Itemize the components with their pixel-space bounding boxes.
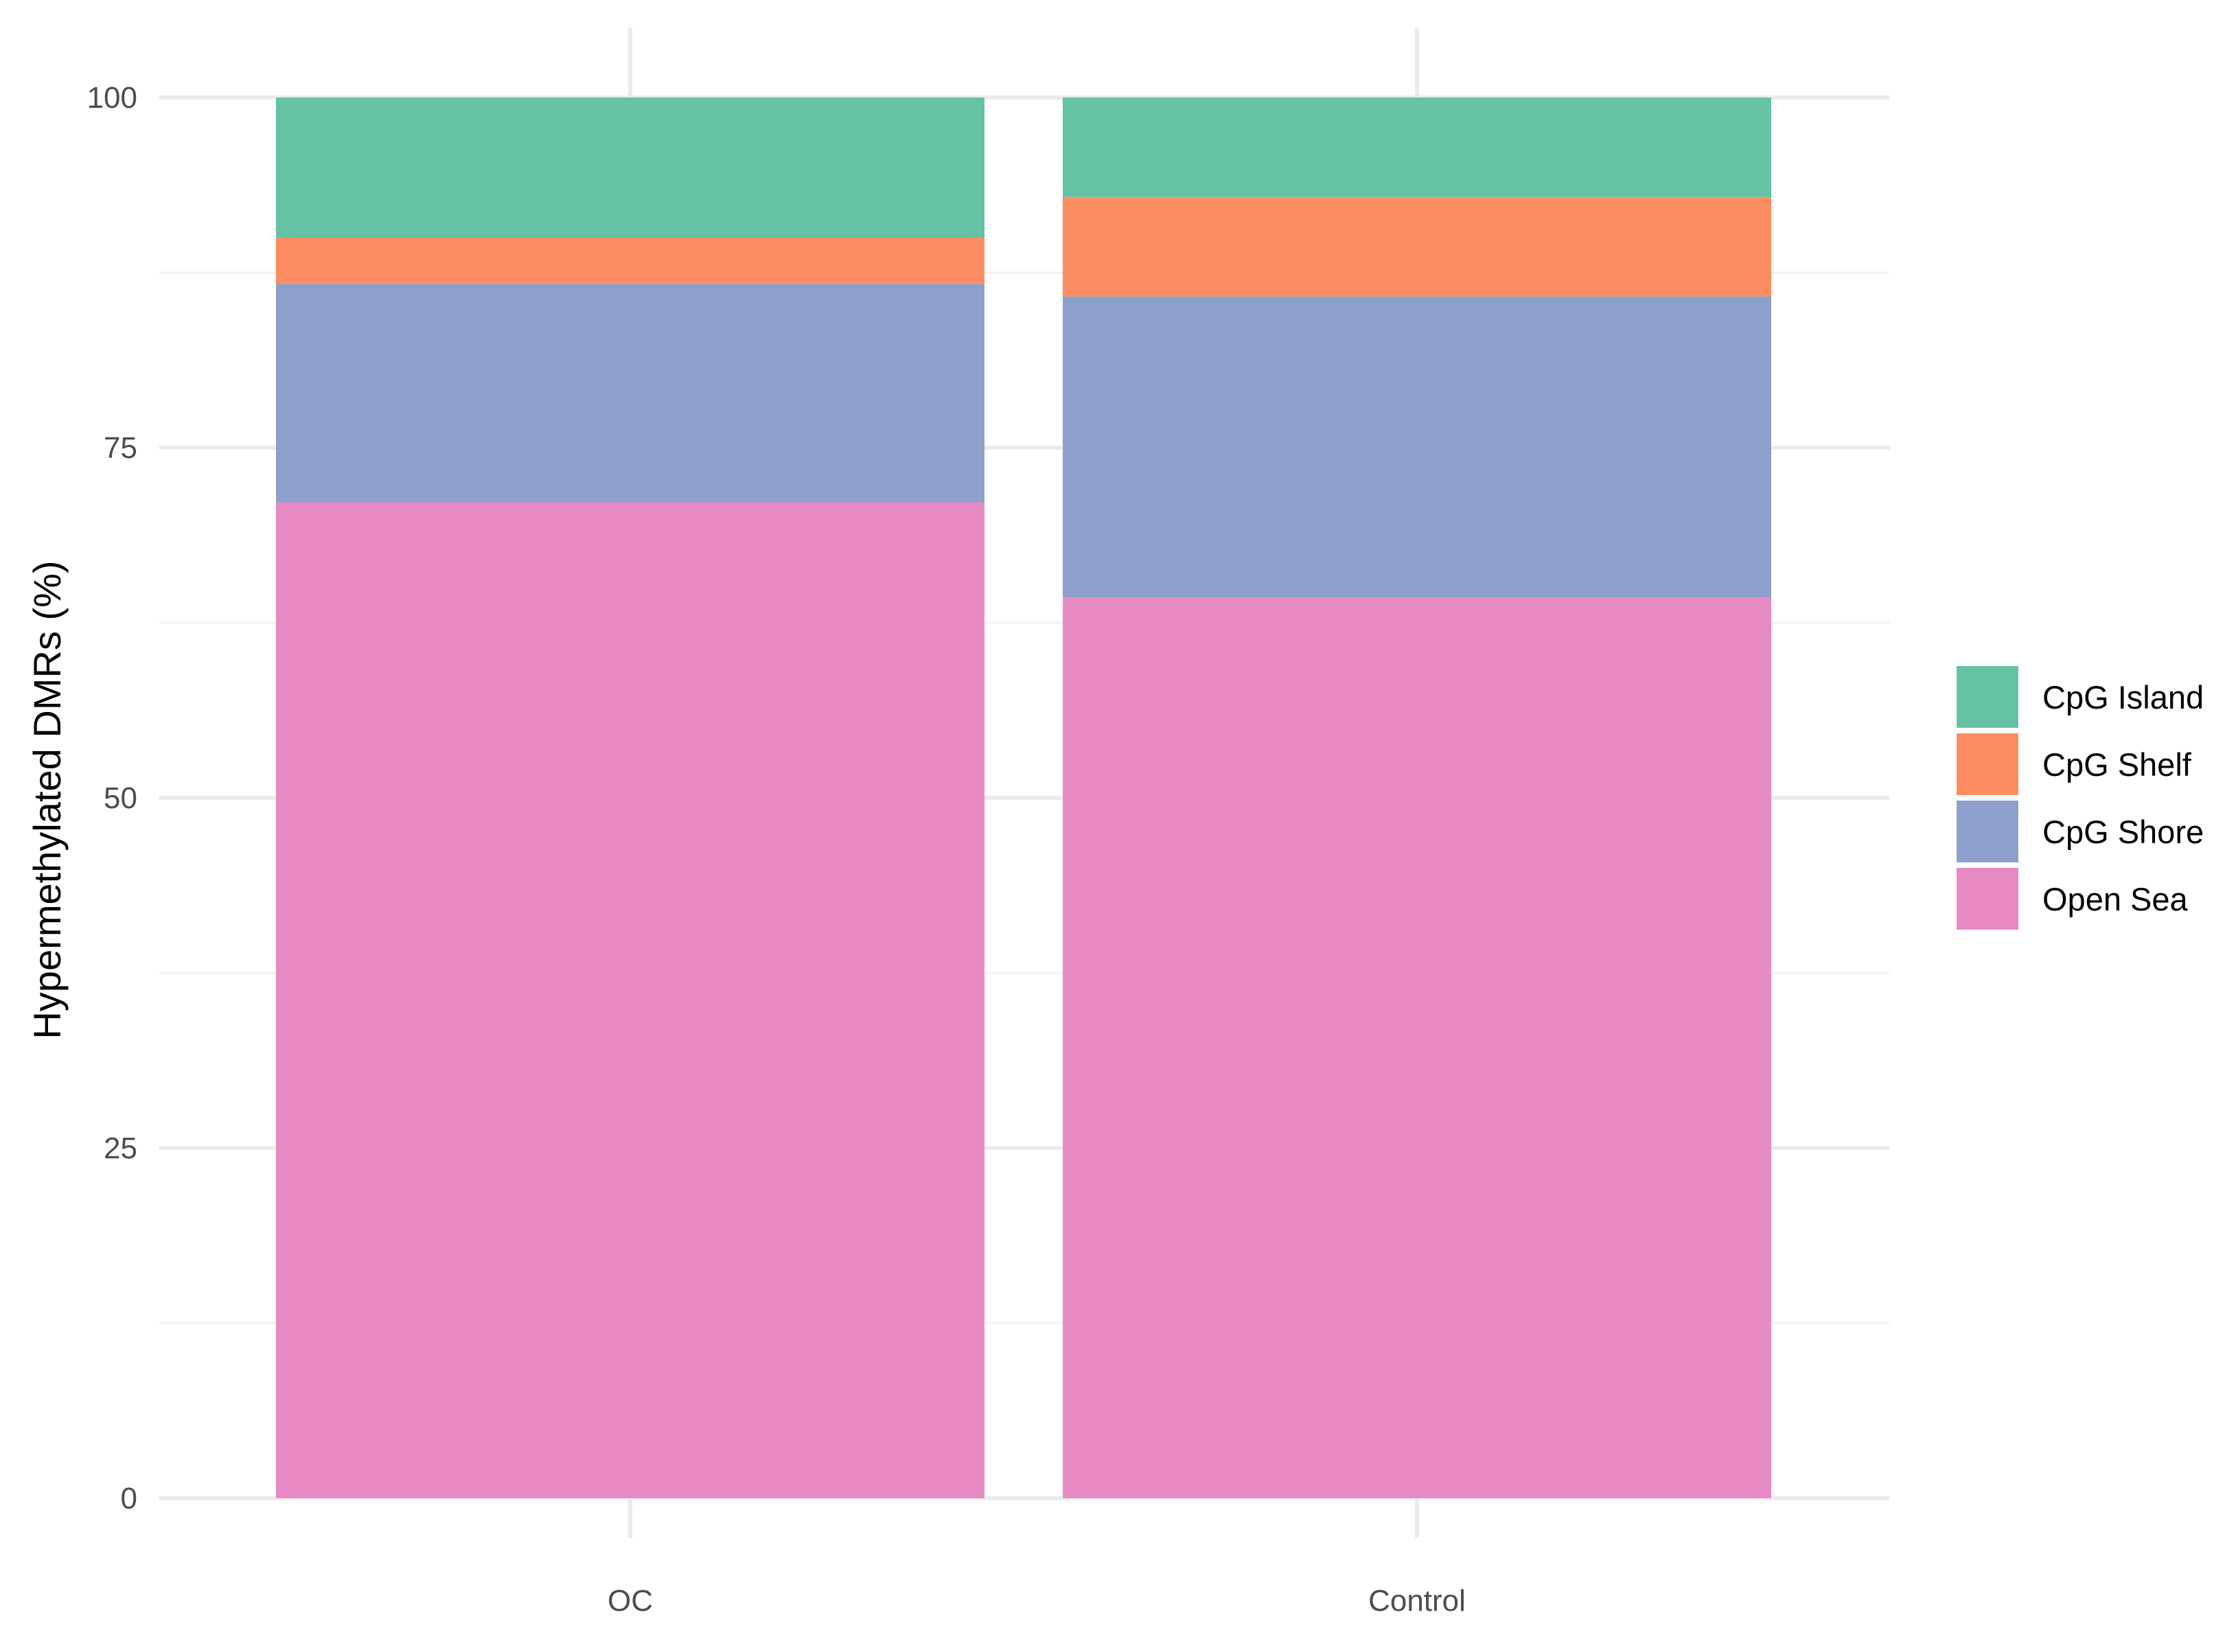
bar-segment-cpg-island-oc	[276, 97, 984, 238]
legend-label: CpG Shelf	[2042, 746, 2192, 783]
legend-label: CpG Island	[2042, 679, 2204, 715]
x-axis-ticks: OC Control	[608, 1584, 1466, 1618]
y-tick-label: 25	[104, 1132, 137, 1165]
bars	[276, 97, 1771, 1498]
legend-key-cpg-shelf	[1957, 733, 2018, 795]
y-tick-label: 50	[104, 781, 137, 815]
bar-segment-cpg-shelf-oc	[276, 238, 984, 284]
bar-segment-cpg-shore-control	[1063, 296, 1771, 598]
bar-segment-cpg-shore-oc	[276, 284, 984, 503]
y-axis-ticks: 0 25 50 75 100	[87, 81, 137, 1515]
legend: CpG Island CpG Shelf CpG Shore Open Sea	[1957, 666, 2204, 930]
y-tick-label: 100	[87, 81, 137, 115]
legend-key-open-sea	[1957, 868, 2018, 930]
bar-segment-open-sea-oc	[276, 502, 984, 1498]
y-tick-label: 75	[104, 431, 137, 465]
legend-label: Open Sea	[2042, 881, 2189, 917]
legend-key-cpg-shore	[1957, 801, 2018, 862]
bar-segment-cpg-island-control	[1063, 97, 1771, 197]
legend-key-cpg-island	[1957, 666, 2018, 728]
x-tick-label: OC	[608, 1584, 653, 1618]
x-tick-label: Control	[1368, 1584, 1466, 1618]
bar-segment-cpg-shelf-control	[1063, 196, 1771, 297]
bar-segment-open-sea-control	[1063, 597, 1771, 1498]
y-tick-label: 0	[121, 1482, 137, 1515]
legend-label: CpG Shore	[2042, 814, 2204, 850]
y-axis-title: Hypermethylated DMRs (%)	[25, 560, 69, 1039]
